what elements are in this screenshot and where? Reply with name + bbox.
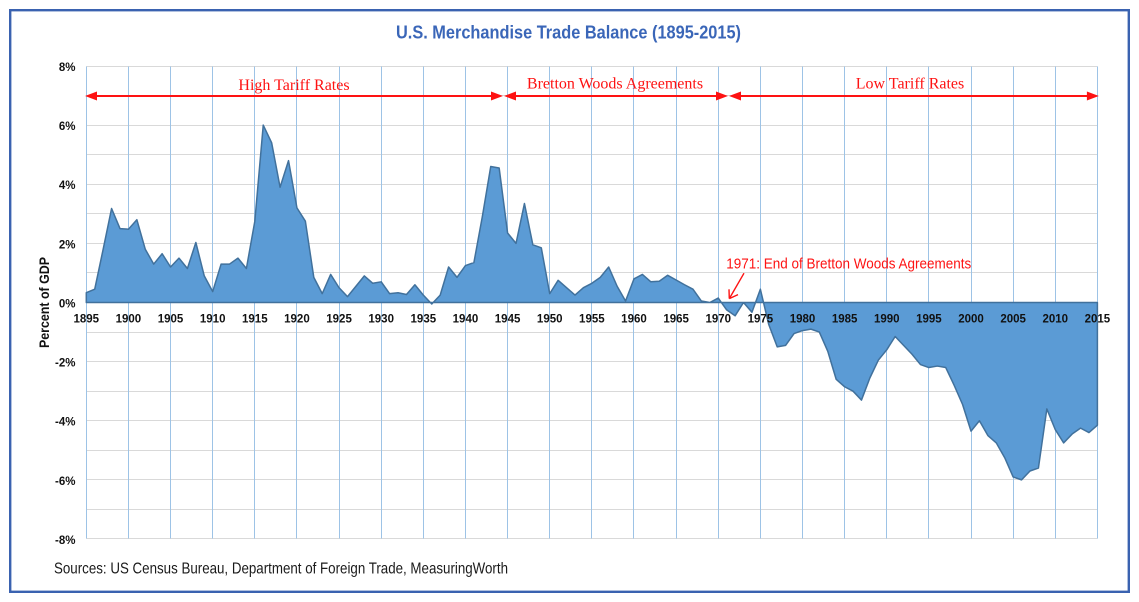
svg-text:Bretton Woods Agreements: Bretton Woods Agreements	[527, 76, 703, 93]
svg-text:1985: 1985	[832, 314, 858, 326]
svg-text:Percent of GDP: Percent of GDP	[36, 257, 52, 348]
svg-text:-6%: -6%	[55, 476, 75, 488]
svg-text:6%: 6%	[59, 121, 76, 133]
svg-text:1940: 1940	[453, 314, 479, 326]
svg-text:1945: 1945	[495, 314, 521, 326]
svg-text:1960: 1960	[621, 314, 647, 326]
svg-text:4%: 4%	[59, 180, 76, 192]
svg-text:1895: 1895	[74, 314, 100, 326]
svg-text:2%: 2%	[59, 239, 76, 251]
svg-text:1905: 1905	[158, 314, 184, 326]
svg-text:Low Tariff Rates: Low Tariff Rates	[856, 76, 964, 93]
svg-text:2000: 2000	[958, 314, 984, 326]
svg-text:1980: 1980	[790, 314, 816, 326]
svg-text:2010: 2010	[1042, 314, 1068, 326]
svg-text:1990: 1990	[874, 314, 900, 326]
svg-text:-8%: -8%	[55, 535, 75, 547]
svg-text:1950: 1950	[537, 314, 563, 326]
svg-text:1965: 1965	[663, 314, 689, 326]
svg-text:1910: 1910	[200, 314, 226, 326]
svg-text:1975: 1975	[748, 314, 774, 326]
svg-text:1915: 1915	[242, 314, 268, 326]
svg-text:1900: 1900	[116, 314, 142, 326]
svg-text:8%: 8%	[59, 62, 76, 74]
svg-text:Sources: US Census Bureau, Dep: Sources: US Census Bureau, Department of…	[54, 561, 508, 578]
svg-text:1955: 1955	[579, 314, 605, 326]
svg-text:2015: 2015	[1085, 314, 1111, 326]
svg-text:-4%: -4%	[55, 417, 75, 429]
svg-text:1920: 1920	[284, 314, 310, 326]
svg-text:U.S. Merchandise Trade Balance: U.S. Merchandise Trade Balance (1895-201…	[396, 21, 741, 42]
svg-text:1971: End of Bretton Woods Agr: 1971: End of Bretton Woods Agreements	[726, 255, 971, 272]
svg-text:2005: 2005	[1000, 314, 1026, 326]
svg-text:1930: 1930	[368, 314, 394, 326]
svg-text:1970: 1970	[705, 314, 731, 326]
svg-text:1925: 1925	[326, 314, 352, 326]
svg-text:0%: 0%	[59, 298, 76, 310]
svg-text:High Tariff Rates: High Tariff Rates	[238, 77, 349, 94]
svg-text:1935: 1935	[411, 314, 437, 326]
svg-text:1995: 1995	[916, 314, 942, 326]
svg-text:-2%: -2%	[55, 358, 75, 370]
